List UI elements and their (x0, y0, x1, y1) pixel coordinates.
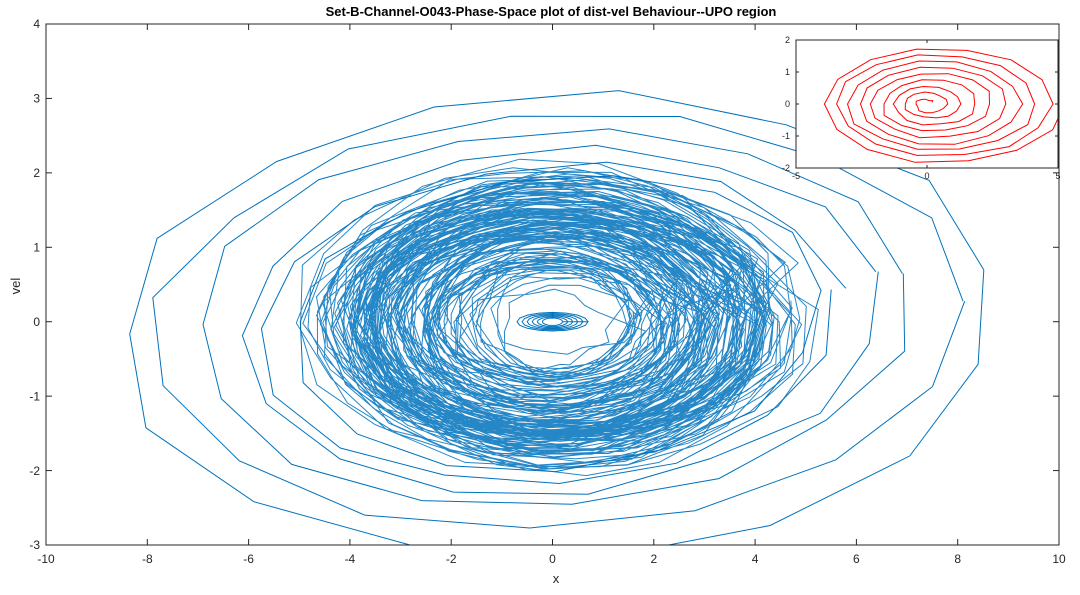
inset-frame (795, 39, 1059, 169)
y-tick-label: 2 (785, 35, 790, 45)
y-tick-label: 2 (33, 166, 40, 180)
dense-core-trajectory (295, 158, 819, 477)
outer-orbit-1 (152, 115, 966, 529)
x-tick-label: -6 (243, 552, 254, 566)
y-tick-label: 0 (33, 315, 40, 329)
outer-orbit-0 (129, 90, 985, 545)
inset-spiral-trajectory (823, 48, 1058, 163)
inset-trajectory-group (823, 48, 1058, 163)
y-tick-label: -2 (29, 464, 40, 478)
x-tick-label: -8 (142, 552, 153, 566)
outer-orbit-5 (299, 175, 822, 473)
outer-orbit-3 (241, 144, 879, 495)
inset-plot-area: -5 0 5 -2 -1 0 1 2 (782, 35, 1061, 181)
x-tick-label: 4 (752, 552, 759, 566)
x-tick-label: -5 (792, 171, 800, 181)
trajectory-group (129, 90, 985, 545)
x-tick-label: 0 (549, 552, 556, 566)
x-tick-label: 0 (924, 171, 929, 181)
outer-orbit-2 (202, 128, 906, 505)
y-tick-label: -2 (782, 163, 790, 173)
chart-title: Set-B-Channel-O043-Phase-Space plot of d… (326, 4, 777, 19)
plot-frame (45, 23, 1060, 546)
y-tick-label: -3 (29, 538, 40, 552)
y-tick-label: 3 (33, 92, 40, 106)
x-tick-label: 8 (954, 552, 961, 566)
y-tick-label: 4 (33, 17, 40, 31)
y-tick-label: 1 (33, 240, 40, 254)
y-axis-label: vel (8, 278, 23, 295)
x-tick-label: 10 (1052, 552, 1066, 566)
x-tick-label: 5 (1055, 171, 1060, 181)
x-axis-label: x (553, 571, 560, 586)
outer-orbit-4 (260, 161, 847, 485)
x-tick-label: -10 (37, 552, 55, 566)
y-tick-label: 1 (785, 67, 790, 77)
x-tick-label: 6 (853, 552, 860, 566)
upo-core-loops (516, 311, 589, 332)
y-tick-label: -1 (782, 131, 790, 141)
x-tick-label: -4 (345, 552, 356, 566)
y-tick-label: -1 (29, 389, 40, 403)
x-tick-label: 2 (650, 552, 657, 566)
x-tick-label: -2 (446, 552, 457, 566)
y-tick-label: 0 (785, 99, 790, 109)
